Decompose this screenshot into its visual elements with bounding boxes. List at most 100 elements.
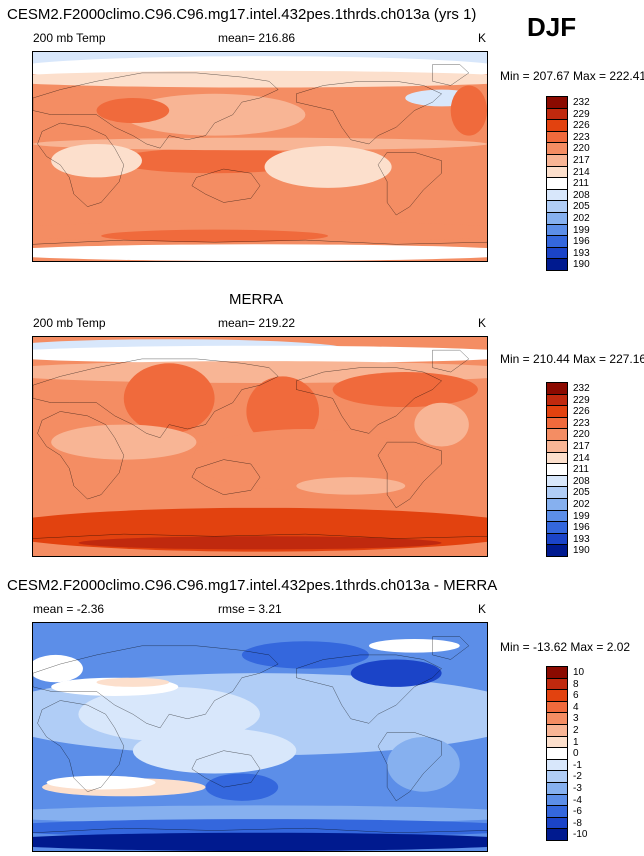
temperature-contour	[33, 832, 487, 851]
colorbar-tick-label: 1	[573, 736, 579, 748]
colorbar-tick-label: 214	[573, 452, 590, 464]
colorbar-tick-label: 217	[573, 155, 590, 166]
model-minmax-label: Min = 207.67 Max = 222.41	[500, 69, 644, 83]
temperature-contour	[78, 536, 442, 550]
temperature-contour	[450, 85, 487, 136]
obs-temperature-map	[32, 336, 488, 557]
temperature-contour	[350, 659, 442, 687]
colorbar-tick-label: 193	[573, 247, 590, 259]
diff-panel-title: CESM2.F2000climo.C96.C96.mg17.intel.432p…	[7, 577, 498, 594]
temperature-contour	[33, 70, 487, 88]
coastline	[296, 368, 441, 434]
colorbar-tick-label: 223	[573, 131, 590, 143]
colorbar-tick-label: -1	[573, 759, 582, 771]
model-panel-title: CESM2.F2000climo.C96.C96.mg17.intel.432p…	[7, 6, 477, 23]
temperature-contour	[387, 737, 460, 792]
colorbar-swatch	[546, 258, 568, 271]
colorbar-tick-label: 208	[573, 475, 590, 487]
colorbar-tick-label: 214	[573, 166, 590, 178]
temperature-contour	[51, 143, 142, 178]
colorbar-tick-label: 205	[573, 487, 590, 499]
temperature-contour	[101, 229, 329, 243]
temperature-contour	[46, 775, 156, 790]
colorbar-tick-label: -8	[573, 817, 582, 829]
temperature-contour	[96, 677, 170, 687]
colorbar-tick-label: 211	[573, 178, 589, 190]
colorbar-tick-label: 202	[573, 213, 590, 224]
temperature-contour	[332, 372, 478, 408]
colorbar-tick-label: -2	[573, 771, 582, 783]
temperature-contour	[33, 137, 487, 151]
temperature-contour	[132, 727, 297, 774]
colorbar-tick-label: 217	[573, 441, 590, 452]
diff-minmax-label: Min = -13.62 Max = 2.02	[500, 640, 631, 654]
colorbar-tick-label: 193	[573, 533, 590, 545]
colorbar-tick-label: 226	[573, 406, 590, 418]
obs-variable-label: 200 mb Temp	[33, 316, 106, 330]
colorbar-tick-label: 4	[573, 701, 579, 713]
colorbar-swatch	[546, 544, 568, 557]
coastline	[296, 81, 441, 144]
colorbar-tick-label: 0	[573, 748, 579, 760]
obs-panel-title: MERRA	[229, 291, 284, 308]
colorbar-tick-label: 220	[573, 143, 590, 155]
coastline	[433, 350, 469, 372]
temperature-contour	[296, 477, 406, 495]
colorbar-tick-label: 2	[573, 725, 579, 736]
temperature-contour	[246, 376, 320, 447]
colorbar-tick-label: 202	[573, 499, 590, 510]
coastline	[192, 460, 260, 495]
temperature-contour	[33, 345, 487, 364]
diff-units-label: K	[478, 602, 487, 616]
coastline	[38, 123, 124, 207]
colorbar-tick-label: -6	[573, 806, 582, 818]
coastline	[192, 751, 260, 787]
colorbar-tick-label: 196	[573, 522, 590, 534]
temperature-contour	[368, 638, 460, 653]
temperature-contour	[33, 805, 487, 824]
coastline	[433, 637, 469, 660]
temperature-contour	[123, 93, 306, 136]
colorbar-tick-label: 190	[573, 259, 590, 271]
temperature-contour	[241, 641, 369, 669]
colorbar-tick-label: 8	[573, 678, 579, 690]
coastline	[378, 732, 442, 800]
colorbar-tick-label: 229	[573, 394, 590, 406]
colorbar-tick-label: 190	[573, 545, 590, 557]
coastline	[296, 655, 441, 723]
model-temperature-map	[32, 51, 488, 262]
colorbar-tick-label: 220	[573, 429, 590, 441]
temperature-contour	[123, 363, 215, 434]
coastline	[33, 240, 487, 244]
diff-rmse-label: rmse = 3.21	[218, 602, 282, 616]
colorbar-tick-label: 223	[573, 417, 590, 429]
colorbar-tick-label: 229	[573, 108, 590, 120]
colorbar-tick-label: -10	[573, 829, 588, 841]
colorbar-tick-label: -3	[573, 783, 582, 794]
coastline	[38, 701, 124, 792]
temperature-contour	[33, 244, 487, 261]
model-mean-label: mean= 216.86	[218, 31, 296, 45]
colorbar-tick-label: 205	[573, 201, 590, 213]
coastline	[33, 828, 487, 833]
colorbar-tick-label: 211	[573, 464, 589, 476]
temperature-contour	[96, 97, 170, 124]
diff-mean-label: mean = -2.36	[33, 602, 105, 616]
temperature-contour	[51, 424, 197, 460]
colorbar-tick-label: 196	[573, 236, 590, 248]
colorbar-tick-label: 226	[573, 120, 590, 132]
diff-temperature-map	[32, 622, 488, 852]
colorbar-tick-label: 208	[573, 189, 590, 201]
temperature-contour	[191, 428, 419, 491]
temperature-contour	[205, 773, 279, 801]
obs-units-label: K	[478, 316, 487, 330]
colorbar-tick-label: 6	[573, 690, 579, 702]
model-units-label: K	[478, 31, 487, 45]
coastline	[33, 359, 278, 438]
coastline	[433, 65, 469, 86]
colorbar-swatch	[546, 828, 568, 841]
coastline	[378, 152, 442, 215]
obs-mean-label: mean= 219.22	[218, 316, 296, 330]
coastline	[33, 646, 278, 728]
colorbar-tick-label: -4	[573, 794, 582, 806]
